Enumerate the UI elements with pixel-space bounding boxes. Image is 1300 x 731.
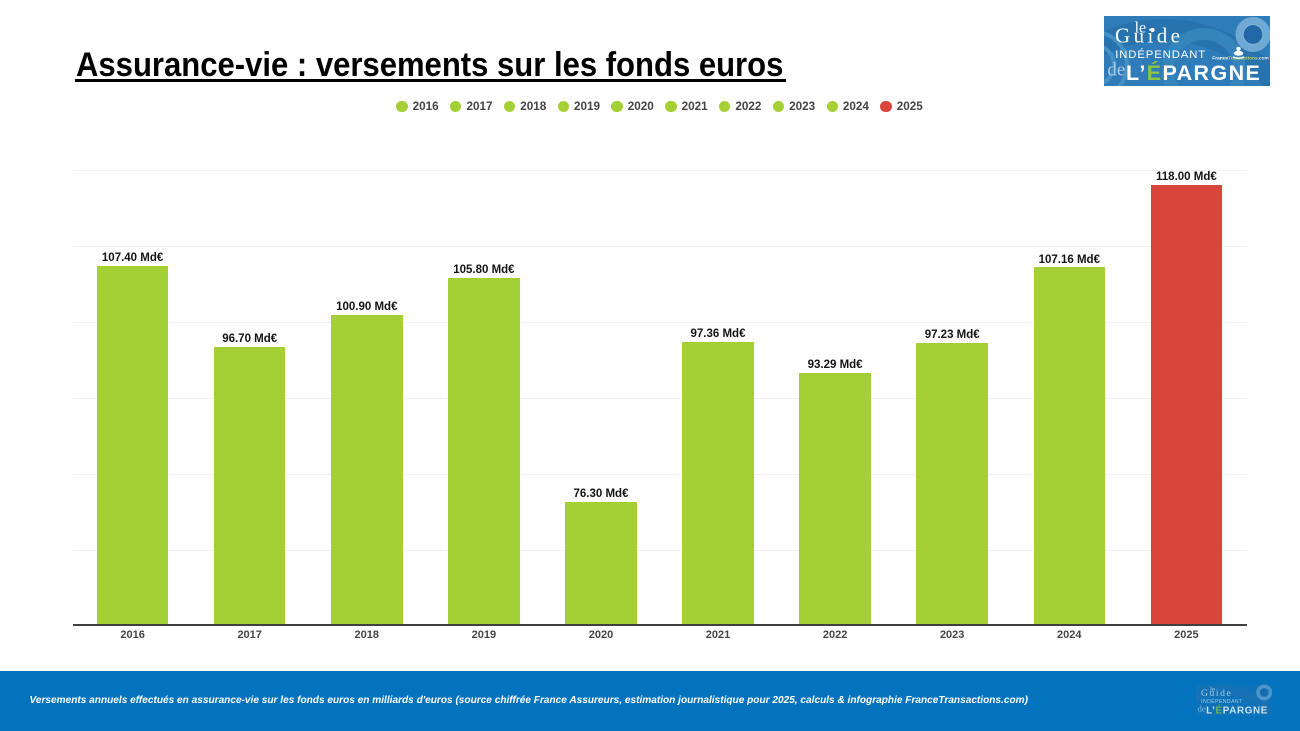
svg-text:le: le [1210,685,1215,694]
svg-text:INDÉPENDANT: INDÉPENDANT [1201,698,1243,705]
svg-text:Guide: Guide [1201,688,1232,699]
svg-text:Guide: Guide [1115,23,1183,47]
svg-text:de: de [1198,703,1206,713]
svg-text:le: le [1135,19,1147,36]
svg-text:INDÉPENDANT: INDÉPENDANT [1115,48,1206,61]
svg-text:de: de [1107,59,1125,80]
svg-text:L’ÉPARGNE: L’ÉPARGNE [1206,704,1268,716]
svg-text:L’ÉPARGNE: L’ÉPARGNE [1126,60,1261,85]
